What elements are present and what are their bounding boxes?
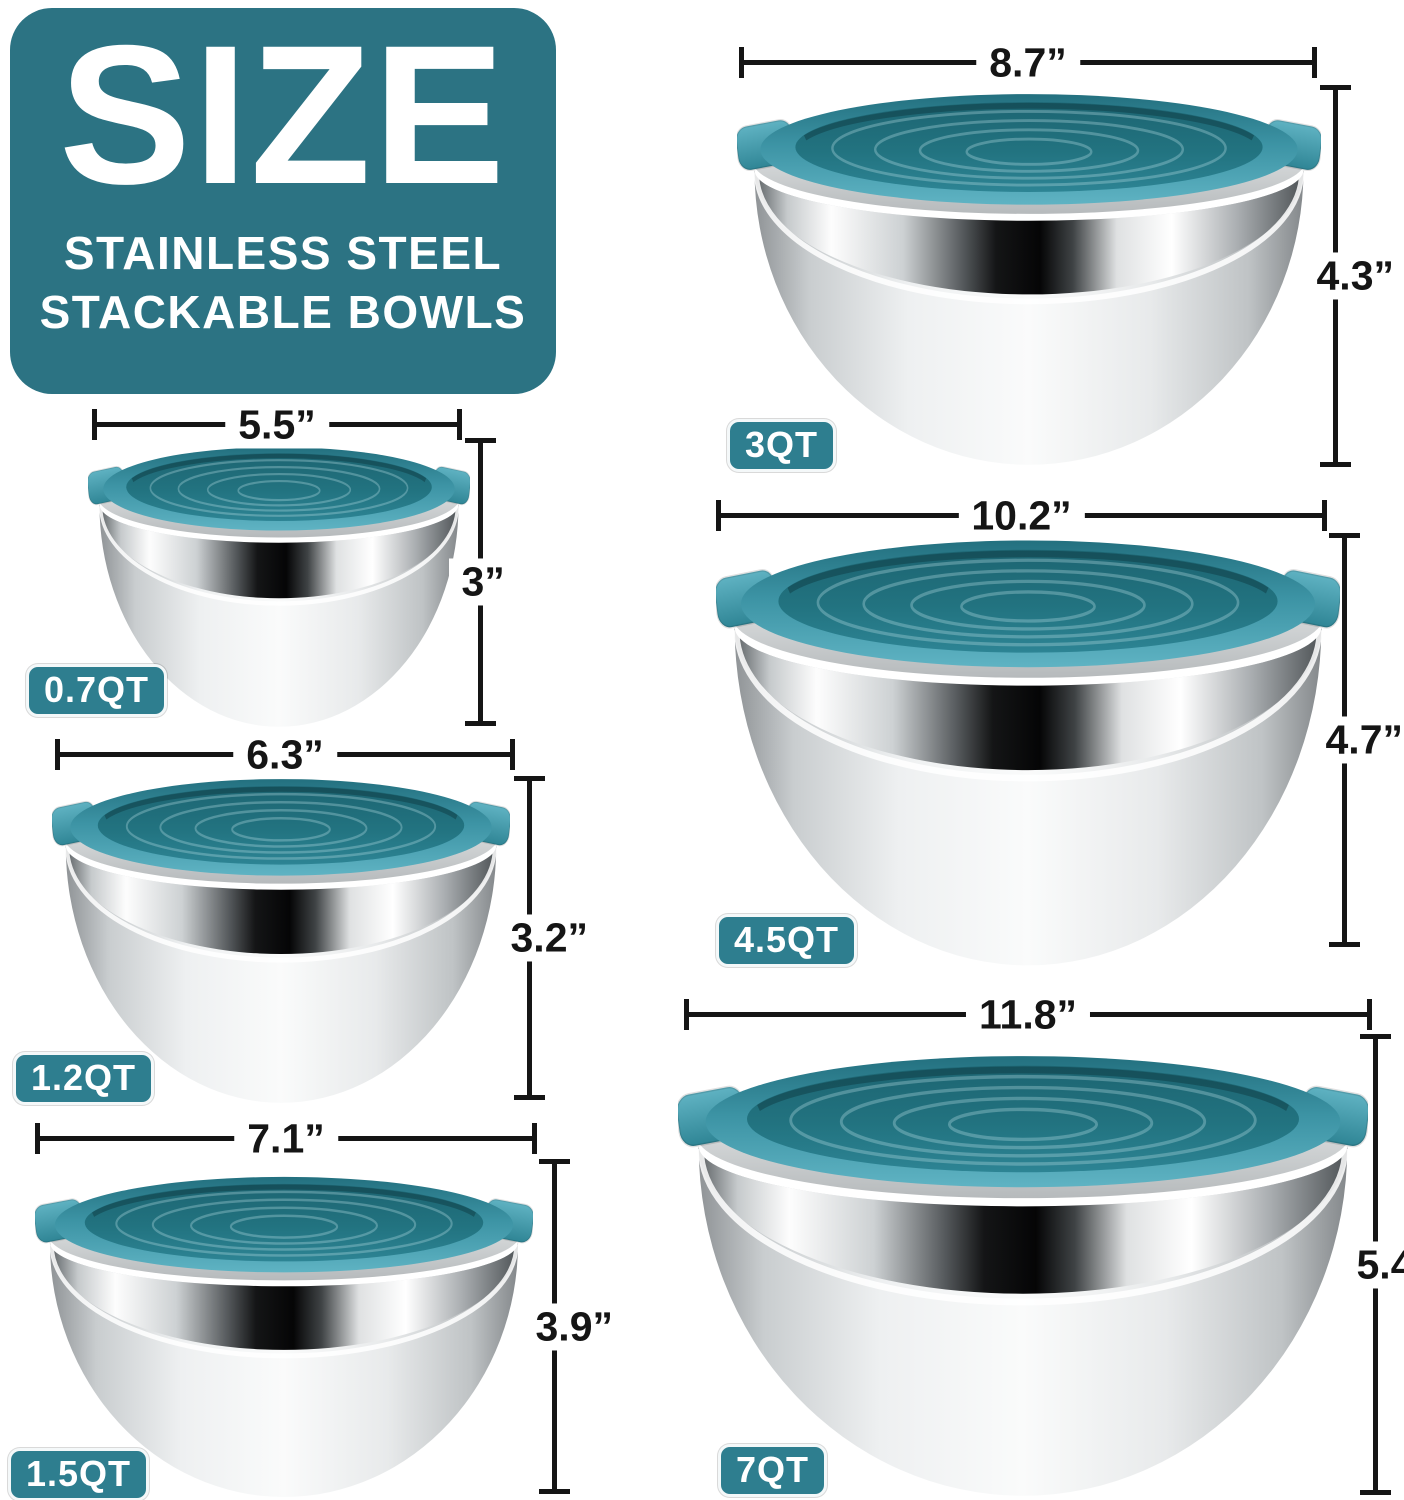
capacity-badge-0.7qt: 0.7QT (26, 664, 168, 718)
header-subtitle-line2: STACKABLE BOWLS (39, 285, 527, 338)
height-dimension-3qt: 4.3” (1303, 85, 1404, 467)
diameter-label: 7.1” (234, 1114, 338, 1163)
capacity-badge-3qt: 3QT (727, 419, 837, 473)
height-label: 5.4” (1343, 1240, 1404, 1289)
height-dimension-0.7qt: 3” (448, 438, 518, 726)
capacity-badge-4.5qt: 4.5QT (716, 914, 858, 968)
capacity-badge-1.2qt: 1.2QT (13, 1052, 155, 1106)
height-label: 4.3” (1303, 252, 1404, 300)
diameter-dimension-4.5qt: 10.2” (716, 491, 1327, 540)
diameter-label: 10.2” (958, 491, 1085, 540)
height-label: 3” (448, 558, 518, 606)
height-dimension-7qt: 5.4” (1343, 1034, 1404, 1495)
diameter-dimension-1.2qt: 6.3” (55, 730, 515, 779)
bowl-image-7qt (678, 1037, 1368, 1500)
diameter-dimension-7qt: 11.8” (684, 990, 1372, 1039)
capacity-badge-7qt: 7QT (718, 1444, 828, 1498)
diameter-dimension-0.7qt: 5.5” (92, 400, 462, 449)
height-dimension-1.2qt: 3.2” (497, 776, 601, 1100)
diameter-label: 6.3” (233, 730, 337, 779)
diameter-dimension-3qt: 8.7” (739, 38, 1317, 87)
diameter-label: 8.7” (976, 38, 1080, 87)
height-dimension-1.5qt: 3.9” (522, 1159, 626, 1494)
height-dimension-4.5qt: 4.7” (1312, 533, 1404, 947)
header-subtitle: STAINLESS STEEL STACKABLE BOWLS (40, 224, 527, 342)
diameter-dimension-1.5qt: 7.1” (35, 1114, 537, 1163)
diameter-label: 11.8” (965, 990, 1091, 1039)
diameter-label: 5.5” (225, 400, 329, 449)
capacity-badge-1.5qt: 1.5QT (8, 1448, 150, 1500)
page-title: SIZE (58, 4, 508, 225)
header-subtitle-line1: STAINLESS STEEL (63, 226, 503, 279)
height-label: 3.2” (497, 914, 601, 962)
height-label: 3.9” (522, 1302, 626, 1351)
height-label: 4.7” (1312, 716, 1404, 764)
header-panel: SIZE STAINLESS STEEL STACKABLE BOWLS (10, 8, 556, 394)
